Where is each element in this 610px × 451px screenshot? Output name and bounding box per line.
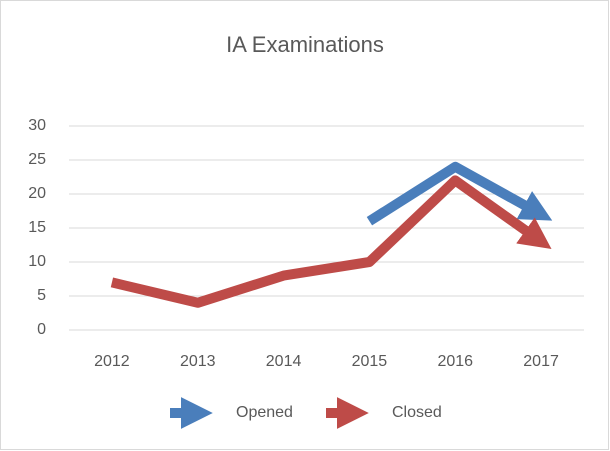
y-tick-label: 5 xyxy=(37,287,46,304)
x-tick-label: 2016 xyxy=(437,353,473,370)
y-tick-label: 10 xyxy=(28,253,46,270)
series-line xyxy=(110,175,552,308)
x-tick-label: 2013 xyxy=(180,353,216,370)
y-tick-label: 20 xyxy=(28,185,46,202)
y-tick-label: 30 xyxy=(28,117,46,134)
y-tick-label: 0 xyxy=(37,321,46,338)
legend-label: Closed xyxy=(392,404,442,421)
x-tick-label: 2014 xyxy=(266,353,302,370)
x-tick-label: 2015 xyxy=(352,353,388,370)
chart-title: IA Examinations xyxy=(226,32,384,57)
x-tick-label: 2017 xyxy=(523,353,559,370)
series-line xyxy=(366,161,553,226)
legend-label: Opened xyxy=(236,404,293,421)
y-tick-label: 25 xyxy=(28,151,46,168)
x-tick-label: 2012 xyxy=(94,353,130,370)
y-tick-label: 15 xyxy=(28,219,46,236)
